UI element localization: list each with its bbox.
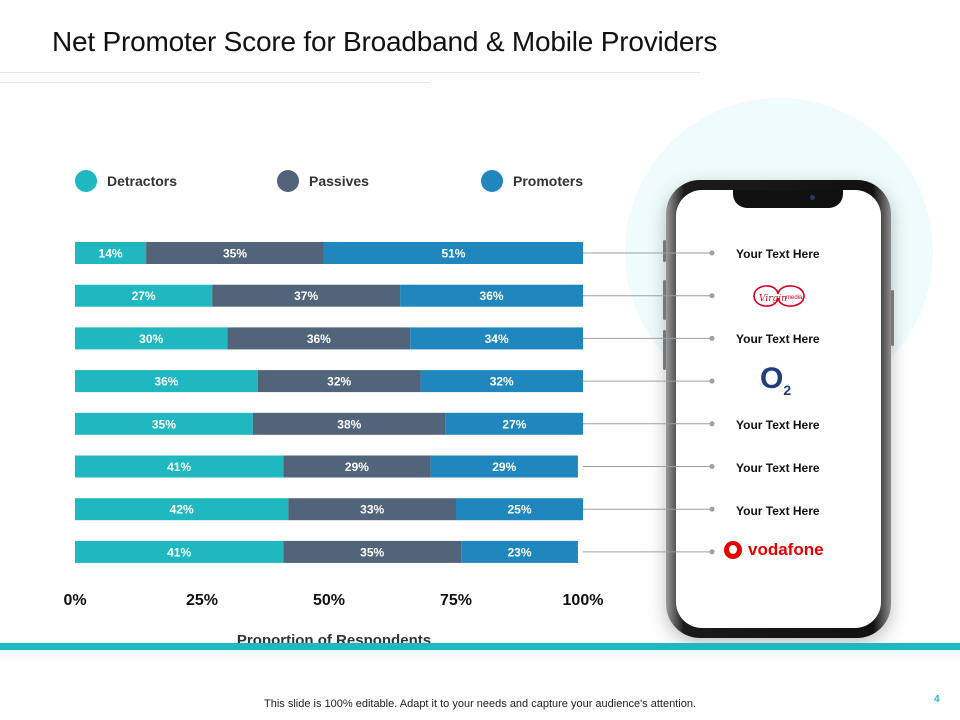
- connector-dot-row-4: [709, 378, 715, 384]
- provider-label-1: Your Text Here: [736, 247, 820, 261]
- x-tick-label-4: 100%: [563, 592, 604, 609]
- bar-detractors-row-4: [75, 370, 258, 393]
- bar-label-promoters-row-8: 23%: [507, 545, 531, 559]
- connector-dot-row-5: [709, 421, 715, 427]
- bar-passives-row-4: [257, 370, 421, 393]
- bar-promoters-row-3: [410, 327, 583, 350]
- smartphone-mockup: [663, 180, 894, 638]
- connector-dot-row-1: [709, 250, 715, 256]
- phone-volume-down-button: [663, 330, 666, 370]
- phone-notch: [733, 190, 843, 208]
- camera-icon: [810, 195, 815, 200]
- provider-label-6: Your Text Here: [736, 461, 820, 475]
- x-tick-label-2: 50%: [313, 592, 345, 609]
- bar-label-detractors-row-7: 42%: [170, 503, 194, 517]
- bar-passives-row-2: [212, 284, 401, 307]
- bar-label-detractors-row-8: 41%: [167, 545, 191, 559]
- bar-label-promoters-row-7: 25%: [507, 503, 531, 517]
- legend-detractors: Detractors: [75, 170, 177, 192]
- bar-label-promoters-row-4: 32%: [490, 375, 514, 389]
- bar-passives-row-3: [227, 327, 411, 350]
- bar-label-detractors-row-3: 30%: [139, 332, 163, 346]
- bar-label-detractors-row-5: 35%: [152, 417, 176, 431]
- page-number: 4: [934, 694, 940, 705]
- svg-text:media: media: [786, 295, 803, 301]
- x-tick-label-3: 75%: [440, 592, 472, 609]
- bar-promoters-row-7: [456, 498, 583, 521]
- bar-label-promoters-row-6: 29%: [492, 460, 516, 474]
- bar-label-promoters-row-5: 27%: [502, 417, 526, 431]
- bar-promoters-row-4: [420, 370, 583, 393]
- bar-label-passives-row-4: 32%: [327, 375, 351, 389]
- bar-passives-row-5: [252, 412, 446, 435]
- o2-logo: O2: [760, 362, 792, 398]
- legend-label-detractors: Detractors: [107, 173, 178, 189]
- bar-passives-row-6: [283, 455, 431, 478]
- bar-label-detractors-row-6: 41%: [167, 460, 191, 474]
- x-tick-label-1: 25%: [186, 592, 218, 609]
- bar-label-detractors-row-2: 27%: [132, 289, 156, 303]
- title-underline-secondary: [0, 82, 430, 83]
- legend-dot-promoters: [481, 170, 503, 192]
- phone-screen: [676, 190, 881, 628]
- connector-dot-row-3: [709, 335, 715, 341]
- x-tick-label-0: 0%: [63, 592, 86, 609]
- bar-detractors-row-3: [75, 327, 228, 350]
- phone-power-button: [891, 290, 894, 346]
- bar-label-promoters-row-3: 34%: [485, 332, 509, 346]
- bar-passives-row-1: [146, 242, 324, 264]
- provider-label-7: Your Text Here: [736, 504, 820, 518]
- bar-promoters-row-2: [400, 284, 583, 307]
- svg-text:Virgin: Virgin: [759, 294, 787, 304]
- bar-label-passives-row-8: 35%: [360, 545, 384, 559]
- legend-label-passives: Passives: [309, 173, 369, 189]
- bottom-accent-shade: [0, 650, 960, 662]
- bar-promoters-row-8: [461, 540, 578, 563]
- phone-volume-up-button: [663, 280, 666, 320]
- virgin-media-logo: Virgin media: [750, 280, 808, 317]
- bar-promoters-row-5: [445, 412, 583, 435]
- phone-mute-button: [663, 240, 666, 262]
- bar-label-passives-row-6: 29%: [345, 460, 369, 474]
- bar-passives-row-8: [283, 540, 462, 563]
- vodafone-wordmark: vodafone: [748, 540, 824, 559]
- bar-label-promoters-row-1: 51%: [441, 247, 465, 261]
- provider-label-3: Your Text Here: [736, 332, 820, 346]
- bar-passives-row-7: [288, 498, 456, 521]
- bar-label-detractors-row-1: 14%: [99, 247, 123, 261]
- bar-promoters-row-6: [430, 455, 578, 478]
- slide-title: Net Promoter Score for Broadband & Mobil…: [52, 26, 718, 57]
- bar-label-passives-row-3: 36%: [307, 332, 331, 346]
- bar-detractors-row-5: [75, 412, 253, 435]
- bar-label-promoters-row-2: 36%: [480, 289, 504, 303]
- legend-dot-passives: [277, 170, 299, 192]
- title-underline: [0, 72, 700, 73]
- connector-dot-row-2: [709, 293, 715, 299]
- bar-promoters-row-1: [323, 242, 583, 264]
- provider-label-5: Your Text Here: [736, 418, 820, 432]
- vodafone-speechmark-icon: [724, 541, 742, 559]
- bar-detractors-row-7: [75, 498, 289, 521]
- footer-note: This slide is 100% editable. Adapt it to…: [264, 698, 696, 710]
- legend-passives: Passives: [277, 170, 369, 192]
- bar-label-detractors-row-4: 36%: [154, 375, 178, 389]
- bottom-accent-band: [0, 643, 960, 650]
- legend-dot-detractors: [75, 170, 97, 192]
- vodafone-logo: vodafone: [724, 540, 824, 560]
- bar-label-passives-row-1: 35%: [223, 247, 247, 261]
- bar-detractors-row-1: [75, 242, 147, 264]
- bar-label-passives-row-2: 37%: [294, 289, 318, 303]
- connector-dot-row-8: [709, 549, 715, 555]
- bar-label-passives-row-5: 38%: [337, 417, 361, 431]
- bar-detractors-row-6: [75, 455, 284, 478]
- bar-detractors-row-2: [75, 284, 213, 307]
- bar-label-passives-row-7: 33%: [360, 503, 384, 517]
- connector-dot-row-6: [709, 464, 715, 469]
- legend-label-promoters: Promoters: [513, 173, 584, 189]
- bar-detractors-row-8: [75, 540, 284, 563]
- connector-dot-row-7: [709, 506, 715, 512]
- legend-promoters: Promoters: [481, 170, 583, 192]
